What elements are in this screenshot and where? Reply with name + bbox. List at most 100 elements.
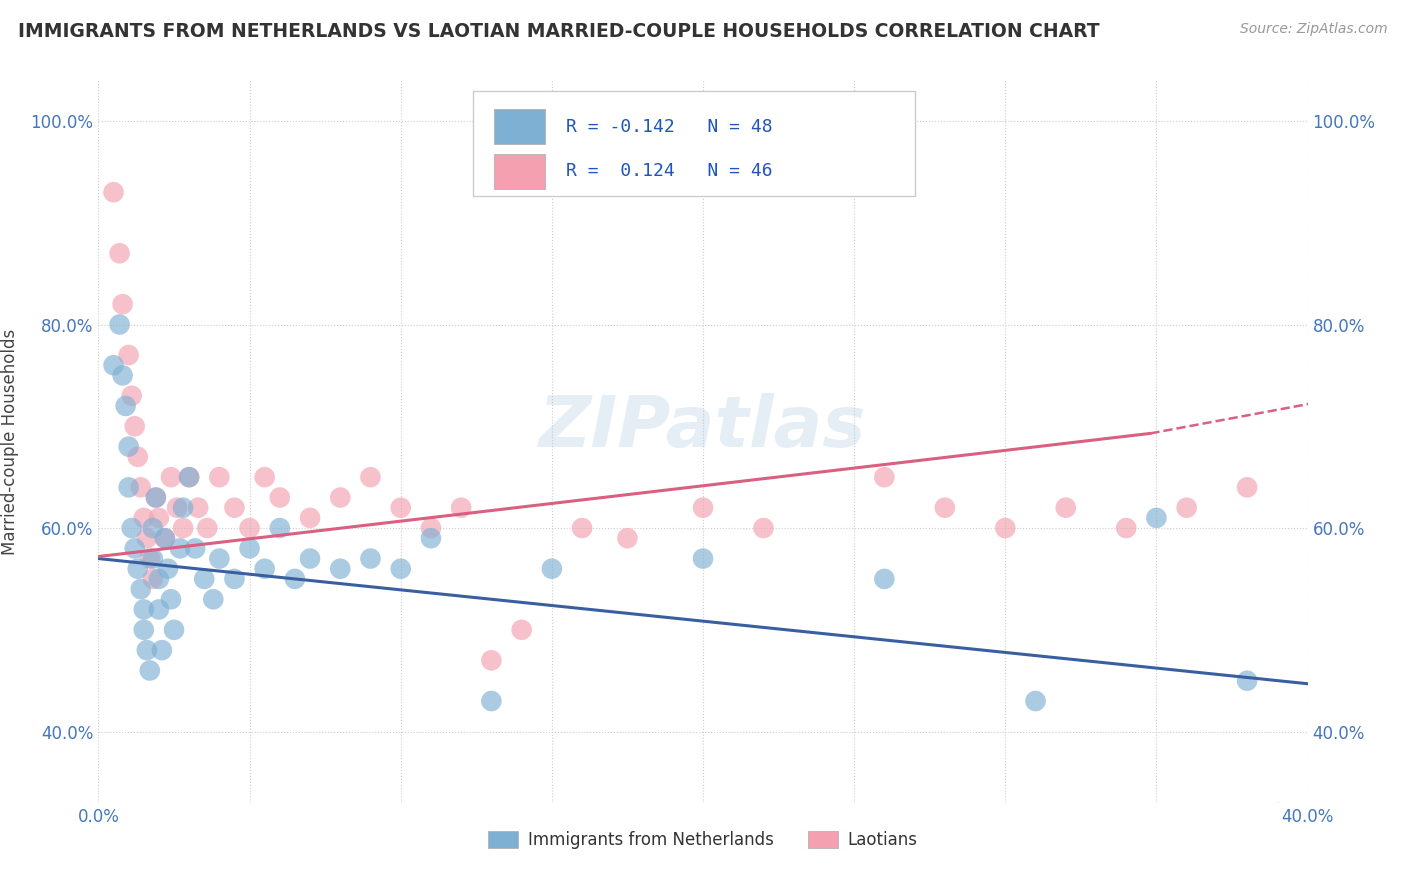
Point <box>692 500 714 515</box>
Point <box>108 246 131 260</box>
Point <box>118 348 141 362</box>
Point <box>284 572 307 586</box>
Point <box>129 480 152 494</box>
Point <box>994 521 1017 535</box>
Point <box>111 368 134 383</box>
Point <box>156 562 179 576</box>
Point <box>114 399 136 413</box>
Y-axis label: Married-couple Households: Married-couple Households <box>1 328 20 555</box>
Point <box>692 551 714 566</box>
Point <box>481 694 503 708</box>
Point <box>195 521 218 535</box>
Point <box>299 551 322 566</box>
Point <box>752 521 775 535</box>
Point <box>111 297 134 311</box>
FancyBboxPatch shape <box>494 154 544 189</box>
Point <box>420 521 443 535</box>
Point <box>253 470 276 484</box>
Point <box>187 500 209 515</box>
Point <box>481 653 503 667</box>
Point <box>127 450 149 464</box>
Point <box>208 470 231 484</box>
Point <box>142 551 165 566</box>
Point <box>253 562 276 576</box>
Point <box>540 562 562 576</box>
Point <box>127 562 149 576</box>
Point <box>148 572 170 586</box>
Point <box>103 358 125 372</box>
Point <box>145 491 167 505</box>
Point <box>118 480 141 494</box>
Point <box>179 470 201 484</box>
Point <box>139 551 162 566</box>
Point <box>148 602 170 616</box>
FancyBboxPatch shape <box>494 109 544 144</box>
Point <box>132 623 155 637</box>
Point <box>142 521 165 535</box>
FancyBboxPatch shape <box>474 91 915 196</box>
Point <box>616 531 638 545</box>
Point <box>160 470 183 484</box>
Point <box>873 470 896 484</box>
Point <box>172 500 194 515</box>
Point <box>1024 694 1046 708</box>
Point <box>329 562 352 576</box>
Point <box>172 521 194 535</box>
Point <box>389 500 412 515</box>
Point <box>329 491 352 505</box>
Point <box>571 521 593 535</box>
Point <box>160 592 183 607</box>
Point <box>360 470 382 484</box>
Point <box>135 643 157 657</box>
Point <box>1236 480 1258 494</box>
Point <box>239 521 262 535</box>
Point <box>129 582 152 596</box>
Point <box>873 572 896 586</box>
Text: IMMIGRANTS FROM NETHERLANDS VS LAOTIAN MARRIED-COUPLE HOUSEHOLDS CORRELATION CHA: IMMIGRANTS FROM NETHERLANDS VS LAOTIAN M… <box>18 22 1099 41</box>
Point <box>184 541 207 556</box>
Point <box>121 389 143 403</box>
Point <box>124 541 146 556</box>
Point <box>1175 500 1198 515</box>
Point <box>179 470 201 484</box>
Point <box>135 531 157 545</box>
Text: R = -0.142   N = 48: R = -0.142 N = 48 <box>567 118 773 136</box>
Point <box>166 500 188 515</box>
Point <box>153 531 176 545</box>
Legend: Immigrants from Netherlands, Laotians: Immigrants from Netherlands, Laotians <box>482 824 924 856</box>
Point <box>202 592 225 607</box>
Point <box>121 521 143 535</box>
Text: R =  0.124   N = 46: R = 0.124 N = 46 <box>567 162 773 180</box>
Point <box>139 664 162 678</box>
Point <box>224 500 246 515</box>
Point <box>108 318 131 332</box>
Point <box>1144 511 1167 525</box>
Point <box>148 511 170 525</box>
Point <box>145 491 167 505</box>
Point <box>103 185 125 199</box>
Point <box>124 419 146 434</box>
Point <box>934 500 956 515</box>
Point <box>169 541 191 556</box>
Point <box>299 511 322 525</box>
Point <box>239 541 262 556</box>
Point <box>1054 500 1077 515</box>
Point <box>163 623 186 637</box>
Text: ZIPatlas: ZIPatlas <box>540 392 866 461</box>
Point <box>420 531 443 545</box>
Point <box>1115 521 1137 535</box>
Point <box>1236 673 1258 688</box>
Point <box>1267 805 1289 820</box>
Point <box>269 491 291 505</box>
Point <box>389 562 412 576</box>
Point <box>118 440 141 454</box>
Point <box>510 623 533 637</box>
Point <box>208 551 231 566</box>
Point <box>193 572 215 586</box>
Point <box>150 643 173 657</box>
Point <box>142 572 165 586</box>
Point <box>132 511 155 525</box>
Point <box>153 531 176 545</box>
Point <box>360 551 382 566</box>
Point <box>269 521 291 535</box>
